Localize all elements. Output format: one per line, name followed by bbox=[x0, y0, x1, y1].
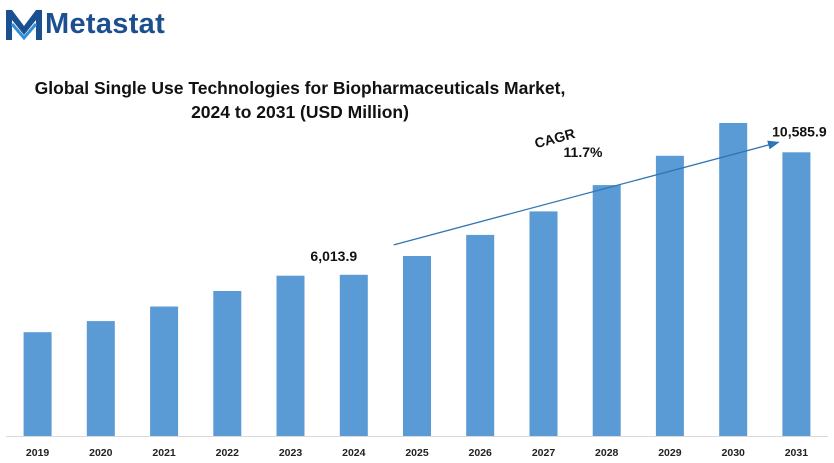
x-tick-label-2023: 2023 bbox=[279, 447, 303, 459]
x-tick-label-2029: 2029 bbox=[658, 447, 682, 459]
bar-2022 bbox=[213, 291, 242, 436]
x-tick-label-2028: 2028 bbox=[595, 447, 619, 459]
chart-title-line-2: 2024 to 2031 (USD Million) bbox=[191, 102, 409, 122]
chart-title: Global Single Use Technologies for Bioph… bbox=[0, 76, 600, 124]
x-tick-label-2020: 2020 bbox=[89, 447, 113, 459]
data-label-2024: 6,013.9 bbox=[310, 248, 357, 264]
x-tick-label-2024: 2024 bbox=[342, 447, 366, 459]
metastat-m-logo-icon bbox=[6, 10, 42, 41]
x-tick-label-2025: 2025 bbox=[405, 447, 429, 459]
data-label-2031: 10,585.9 bbox=[772, 123, 827, 139]
bar-2023 bbox=[276, 275, 305, 436]
bar-2026 bbox=[466, 234, 495, 436]
x-tick-label-2027: 2027 bbox=[532, 447, 556, 459]
bar-2020 bbox=[86, 321, 115, 436]
x-tick-label-2022: 2022 bbox=[216, 447, 240, 459]
bar-2028 bbox=[592, 185, 621, 436]
bar-2021 bbox=[150, 306, 179, 436]
bar-2031 bbox=[782, 152, 811, 437]
x-tick-label-2031: 2031 bbox=[785, 447, 809, 459]
bar-2025 bbox=[403, 256, 431, 436]
chart-title-line-1: Global Single Use Technologies for Bioph… bbox=[34, 78, 566, 98]
bar-2019 bbox=[23, 332, 52, 436]
brand-name: Metastat bbox=[45, 8, 166, 40]
cagr-arrow bbox=[393, 140, 780, 246]
x-tick-label-2026: 2026 bbox=[469, 447, 493, 459]
bar-2029 bbox=[655, 155, 684, 437]
x-tick-label-2030: 2030 bbox=[722, 447, 746, 459]
cagr-value: 11.7% bbox=[564, 144, 603, 160]
x-tick-label-2019: 2019 bbox=[26, 447, 50, 459]
bar-2027 bbox=[529, 211, 558, 436]
bar-2024 bbox=[339, 274, 368, 436]
brand-logo: Metastat bbox=[4, 4, 234, 46]
x-tick-label-2021: 2021 bbox=[152, 447, 176, 459]
bar-2030 bbox=[719, 123, 748, 436]
